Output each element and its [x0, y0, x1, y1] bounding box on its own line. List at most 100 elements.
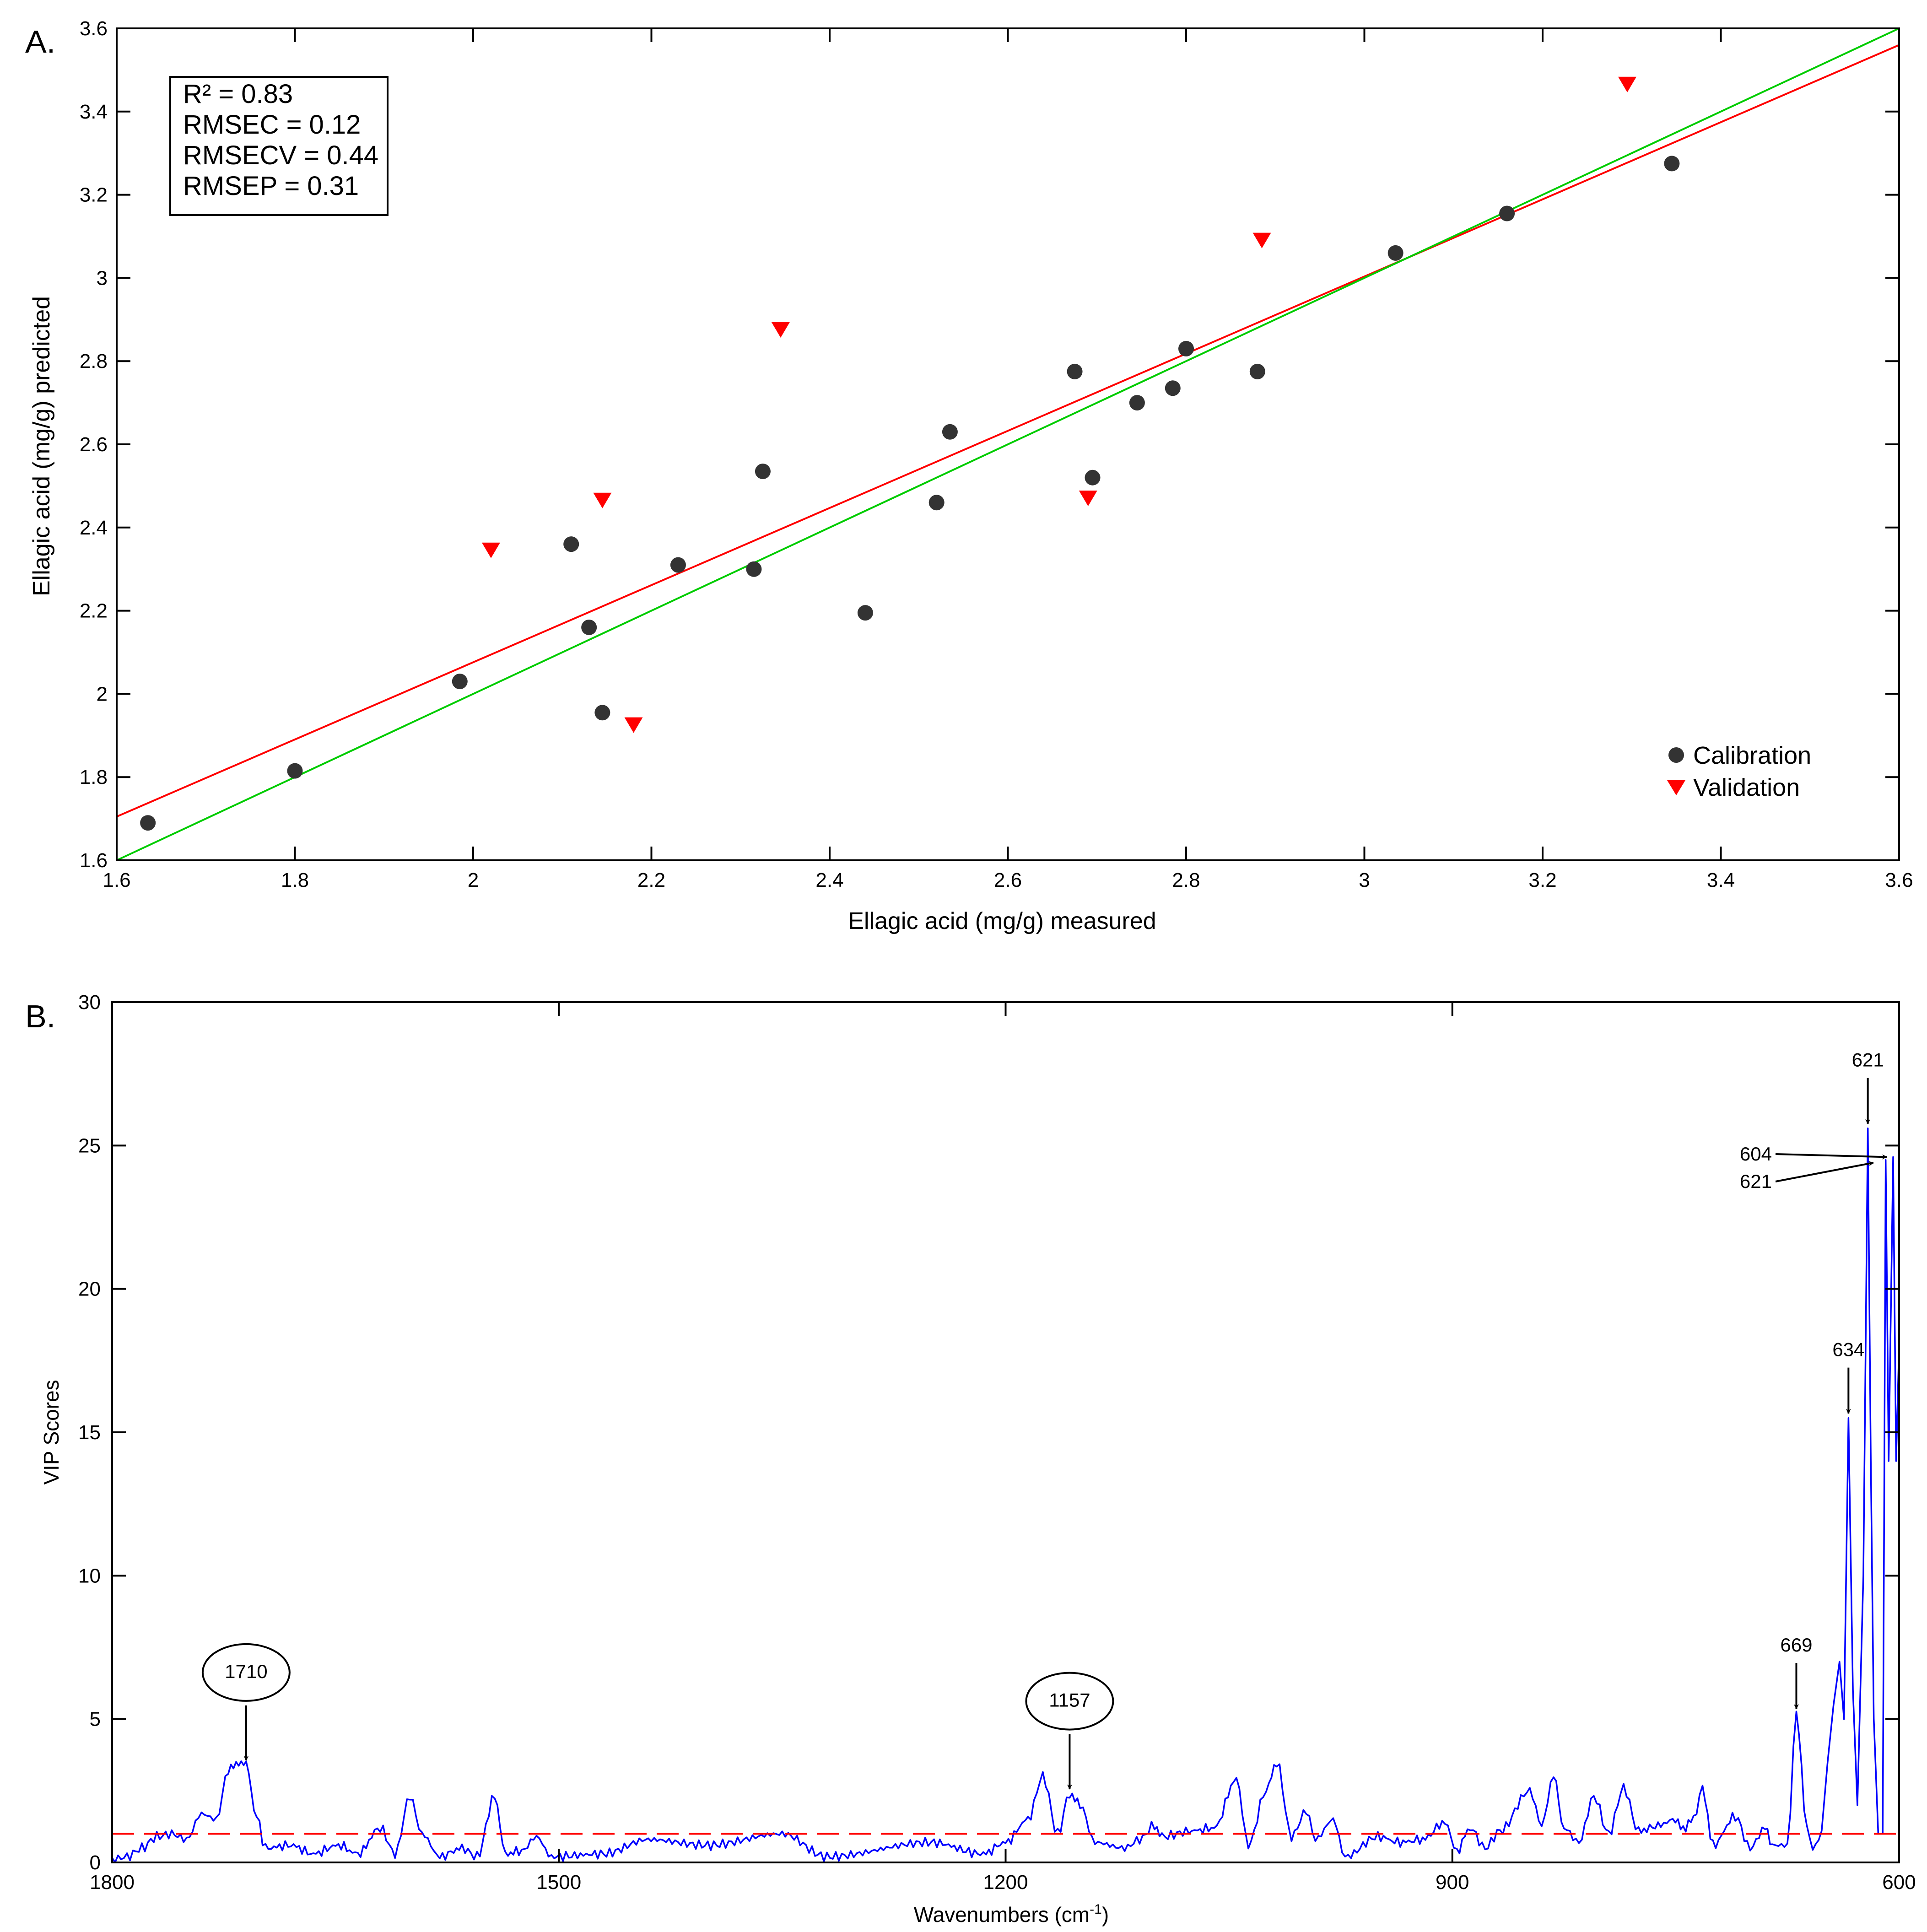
- stats-box: R² = 0.83 RMSEC = 0.12 RMSECV = 0.44 RMS…: [169, 76, 389, 216]
- y-tick-label: 2.6: [80, 433, 108, 456]
- calibration-point: [928, 495, 945, 511]
- y-tick-label: 30: [78, 991, 101, 1014]
- panel-a-plot-area: [116, 27, 1900, 861]
- x-tick-label: 3: [1359, 869, 1370, 891]
- panel-a-scatter: A. 1.6 1.8 2 2.2 2.4 2.6 2.8 3 3.2 3.4 3.6 1.6 1.8 2 2…: [25, 17, 1913, 934]
- annotation-label: 621: [1740, 1171, 1772, 1192]
- calibration-point: [1499, 205, 1515, 221]
- calibration-point: [287, 763, 303, 779]
- x-tick-label: 600: [1882, 1871, 1916, 1894]
- calibration-point: [563, 536, 579, 552]
- panel-a-label: A.: [25, 24, 55, 59]
- calibration-point: [1165, 380, 1181, 396]
- calibration-point: [755, 464, 771, 480]
- x-tick-label: 3.2: [1528, 869, 1556, 891]
- x-tick-label: 1200: [983, 1871, 1028, 1894]
- annotation-label: 669: [1780, 1634, 1812, 1656]
- stats-rmsec: RMSEC = 0.12: [183, 110, 361, 140]
- y-tick-label: 3.4: [80, 101, 108, 123]
- panel-a-ticks: 1.6 1.8 2 2.2 2.4 2.6 2.8 3 3.2 3.4 3.6 1.6 1.8 2 2.2 2…: [80, 17, 1913, 891]
- annotation-arrow: [1775, 1153, 1888, 1160]
- legend-validation-label: Validation: [1693, 774, 1800, 801]
- x-tick-label: 2.4: [815, 869, 843, 891]
- y-tick-label: 0: [90, 1851, 101, 1874]
- y-tick-label: 10: [78, 1565, 101, 1587]
- annotation-circle: [1025, 1672, 1114, 1731]
- calibration-point: [1129, 395, 1145, 411]
- stats-rmsecv: RMSECV = 0.44: [183, 140, 378, 170]
- legend: Calibration Validation: [1667, 742, 1811, 801]
- calibration-point: [1249, 363, 1265, 379]
- calibration-point: [670, 557, 686, 573]
- y-tick-label: 3.2: [80, 184, 108, 206]
- annotation-arrow: [1775, 1161, 1874, 1182]
- calibration-point: [1178, 340, 1194, 356]
- calibration-point: [942, 424, 958, 440]
- calibration-point: [746, 561, 762, 577]
- y-tick-label: 15: [78, 1421, 101, 1444]
- x-tick-label: 3.6: [1885, 869, 1913, 891]
- annotation-label: 1710: [225, 1661, 267, 1682]
- validation-point: [1618, 76, 1637, 92]
- x-tick-label: 1800: [90, 1871, 135, 1894]
- annotation-label: 1157: [1049, 1689, 1090, 1711]
- panel-b-y-axis-label: VIP Scores: [39, 1380, 63, 1484]
- y-tick-label: 5: [90, 1708, 101, 1731]
- validation-point: [1079, 491, 1097, 507]
- y-tick-label: 25: [78, 1134, 101, 1157]
- x-tick-label: 2.2: [637, 869, 665, 891]
- stats-box-frame: [169, 76, 389, 216]
- x-tick-label: 1500: [536, 1871, 581, 1894]
- annotation-circle: [201, 1643, 291, 1702]
- y-tick-label: 20: [78, 1278, 101, 1301]
- annotation-label: 621: [1852, 1049, 1884, 1071]
- panel-b-x-axis-label: Wavenumbers (cm-1): [914, 1902, 1109, 1927]
- y-tick-label: 3.6: [80, 17, 108, 40]
- stats-rmsep: RMSEP = 0.31: [183, 171, 359, 201]
- fit-line-1: [116, 27, 1900, 861]
- annotation-label: 604: [1740, 1143, 1772, 1165]
- y-tick-label: 2.2: [80, 600, 108, 622]
- panel-a-x-axis-label: Ellagic acid (mg/g) measured: [848, 908, 1156, 934]
- legend-calibration-label: Calibration: [1693, 742, 1811, 769]
- y-tick-label: 1.8: [80, 766, 108, 788]
- validation-point: [771, 322, 790, 338]
- x-tick-label: 2.6: [994, 869, 1022, 891]
- y-tick-label: 2.8: [80, 350, 108, 372]
- x-tick-label: 3.4: [1707, 869, 1735, 891]
- validation-point: [593, 492, 612, 508]
- x-tick-label: 1.8: [281, 869, 309, 891]
- panel-b-ticks: 1800 1500 1200 900 600 0 5 10 15 20 25 30: [78, 991, 1916, 1894]
- y-tick-label: 3: [97, 267, 108, 289]
- panel-b-annotations: 1710 1157 669 634 621 604 621: [201, 1049, 1888, 1790]
- panel-b-axes-frame: [111, 1001, 1900, 1863]
- calibration-point: [1664, 156, 1680, 172]
- validation-point: [1252, 232, 1271, 248]
- y-tick-label: 1.6: [80, 849, 108, 872]
- stats-r2: R² = 0.83: [183, 79, 293, 109]
- calibration-point: [1085, 470, 1101, 486]
- x-tick-label: 2: [468, 869, 479, 891]
- x-tick-label: 900: [1436, 1871, 1469, 1894]
- panel-b-plot-area: [111, 1127, 1900, 1863]
- y-tick-label: 2: [97, 683, 108, 705]
- legend-calibration-marker: [1668, 747, 1684, 763]
- calibration-point: [140, 815, 156, 831]
- x-tick-label: 2.8: [1172, 869, 1200, 891]
- calibration-point: [857, 605, 873, 621]
- panel-b-vip: B. 1800 1500 1200 900 600 0 5 10 15 20 25 30 1710 11…: [25, 991, 1916, 1927]
- panel-b-label: B.: [25, 998, 55, 1034]
- calibration-point: [594, 705, 610, 721]
- vip-spectrum-line: [111, 1127, 1900, 1863]
- calibration-point: [452, 674, 468, 690]
- annotation-label: 634: [1832, 1339, 1864, 1360]
- calibration-point: [581, 619, 597, 635]
- calibration-point: [1387, 245, 1403, 261]
- validation-point: [481, 542, 500, 558]
- x-tick-label: 1.6: [103, 869, 130, 891]
- y-tick-label: 2.4: [80, 517, 108, 539]
- legend-validation-marker: [1667, 780, 1685, 795]
- panel-a-y-axis-label: Ellagic acid (mg/g) predicted: [28, 296, 55, 596]
- validation-point: [624, 717, 643, 733]
